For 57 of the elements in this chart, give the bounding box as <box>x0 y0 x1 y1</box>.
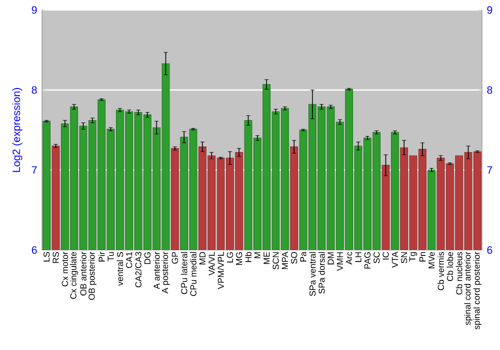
x-tick-label: VPM/VPL <box>218 252 224 290</box>
x-tick-label: IC <box>382 252 389 260</box>
x-tick-label: VTA <box>392 252 398 268</box>
x-tick-label: MD <box>199 252 206 264</box>
x-tick-label: CA2/CA3 <box>135 252 142 288</box>
y2-tick-label: 6 <box>487 246 492 254</box>
x-tick-label: spinal cord posterior <box>473 252 482 330</box>
x-tick-label: SPa dorsal <box>318 252 325 294</box>
x-tick-label: LG <box>226 252 233 262</box>
x-tick-label: CA1 <box>126 252 132 268</box>
x-tick-label: PAG <box>364 252 370 269</box>
x-tick-label: CPu lateral <box>180 252 188 294</box>
x-tick-label: OB posterior <box>88 252 96 300</box>
x-tick-label: Tg <box>409 252 418 262</box>
x-tick-label: Pir <box>98 252 105 262</box>
y-tick-label: 6 <box>32 246 37 254</box>
x-tick-label: DM <box>328 252 334 264</box>
x-tick-label: MVe <box>428 252 435 268</box>
x-tick-label: LH <box>355 252 362 262</box>
x-tick-label: GP <box>172 252 178 264</box>
x-tick-label: SC <box>374 252 380 264</box>
x-tick-label: Cb vermis <box>438 252 444 290</box>
x-tick-label: Hb <box>245 252 252 262</box>
x-tick-label: Pa <box>300 252 306 262</box>
x-tick-label: MG <box>236 252 242 265</box>
x-tick-label: LS <box>44 252 50 262</box>
y-tick-label: 7 <box>32 166 37 174</box>
x-tick-label: RS <box>52 252 59 263</box>
x-tick-label: spinal cord anterior <box>464 252 472 326</box>
x-tick-label: Tu <box>108 252 114 262</box>
x-tick-label: SN <box>401 252 408 264</box>
x-tick-label: VA/VL <box>208 252 215 276</box>
x-tick-label: MPA <box>282 252 288 270</box>
y-tick-label: 8 <box>32 86 37 94</box>
y2-tick-label: 8 <box>487 86 492 94</box>
x-tick-label: ventral S <box>116 252 124 286</box>
x-tick-label: CPu medial <box>190 252 196 296</box>
x-tick-label: ME <box>264 252 270 264</box>
x-tick-label: Cx cingulate <box>70 252 78 299</box>
x-tick-label: M <box>254 252 260 258</box>
x-tick-label: SO <box>291 252 298 264</box>
x-tick-label: SPa ventral <box>309 252 316 296</box>
x-tick-label: OB anterior <box>80 252 86 296</box>
y-tick-label: 9 <box>32 6 37 14</box>
x-tick-label: A anterior <box>153 252 160 290</box>
x-tick-label: Cb lobe <box>446 252 454 282</box>
x-tick-label: DG <box>144 252 150 264</box>
x-tick-label: Cx motor <box>62 252 68 286</box>
x-tick-label: Arc <box>346 252 352 265</box>
x-tick-label: SCN <box>272 252 279 270</box>
y2-tick-label: 9 <box>487 6 492 14</box>
x-tick-label: VMH <box>336 252 343 271</box>
y-axis-title: Log2 (expression) <box>12 88 22 172</box>
x-tick-label: A posterior <box>162 252 170 294</box>
x-tick-label: Pn <box>419 252 426 262</box>
y2-tick-label: 7 <box>487 166 492 174</box>
x-tick-label: Cb nucleus <box>456 252 462 295</box>
